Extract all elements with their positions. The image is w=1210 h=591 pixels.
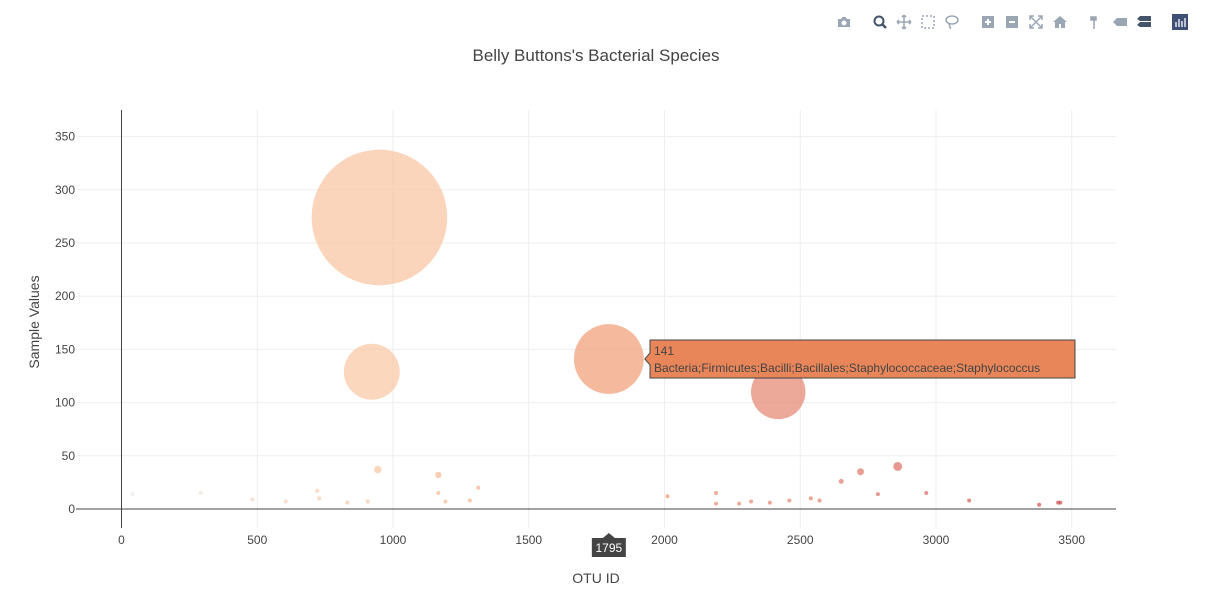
bubble-point[interactable]	[924, 491, 929, 496]
x-tick-label: 2000	[651, 533, 678, 547]
lasso-select-button[interactable]	[942, 12, 962, 32]
bubble-point[interactable]	[817, 498, 822, 503]
hover-box	[644, 339, 1076, 379]
tick-labels: 0 500 1000 1500 2000 2500 3000 3500 0 50 100 150 200…	[55, 130, 1085, 547]
zero-lines	[76, 110, 1116, 528]
bubble-point[interactable]	[1058, 500, 1063, 505]
x-tick-label: 0	[118, 533, 125, 547]
bubble-point[interactable]	[737, 501, 742, 506]
bubble-point[interactable]	[767, 500, 772, 505]
x-tick-label: 3000	[923, 533, 950, 547]
x-hover-value: 1795	[595, 541, 622, 555]
hover-tooltip: 141 Bacteria;Firmicutes;Bacilli;Bacillale…	[644, 339, 1076, 379]
y-tick-label: 0	[68, 502, 75, 516]
y-tick-label: 200	[55, 289, 75, 303]
download-plot-button[interactable]	[834, 12, 854, 32]
bubble-point[interactable]	[436, 491, 441, 496]
bubble-point[interactable]	[365, 499, 370, 504]
reset-axes-button[interactable]	[1050, 12, 1070, 32]
bubble-point[interactable]	[467, 498, 472, 503]
bubble-point[interactable]	[838, 478, 844, 484]
grid	[76, 110, 1116, 528]
x-tick-label: 1500	[515, 533, 542, 547]
bubble-point[interactable]	[714, 501, 719, 506]
y-tick-label: 150	[55, 342, 75, 356]
zoom-button[interactable]	[870, 12, 890, 32]
y-tick-label: 50	[62, 449, 76, 463]
hover-closest-button[interactable]	[1110, 12, 1130, 32]
bubble-point[interactable]	[476, 485, 481, 490]
autoscale-icon	[1029, 15, 1043, 29]
x-hover-box	[591, 533, 626, 557]
bubble-point[interactable]	[893, 461, 903, 471]
x-tick-label: 1000	[380, 533, 407, 547]
autoscale-button[interactable]	[1026, 12, 1046, 32]
bubble-point[interactable]	[198, 491, 203, 496]
camera-icon	[838, 17, 850, 27]
y-tick-label: 300	[55, 183, 75, 197]
bubble-point[interactable]	[787, 498, 792, 503]
y-tick-label: 100	[55, 396, 75, 410]
pan-icon	[896, 14, 912, 30]
bubble-point[interactable]	[315, 488, 320, 493]
modebar	[834, 12, 1190, 32]
hover-compare-icon	[1137, 16, 1151, 27]
hover-value: 141	[654, 344, 674, 358]
hover-label: Bacteria;Firmicutes;Bacilli;Bacillales;S…	[654, 361, 1040, 375]
plotly-logo-button[interactable]	[1170, 12, 1190, 32]
x-tick-label: 2500	[787, 533, 814, 547]
bubble-point[interactable]	[1037, 502, 1042, 507]
hover-closest-icon	[1113, 18, 1127, 26]
bubble-point[interactable]	[343, 343, 400, 400]
bubble-point[interactable]	[283, 499, 288, 504]
plotly-logo-icon	[1172, 14, 1188, 30]
bubble-point[interactable]	[443, 499, 448, 504]
spike-lines-icon	[1090, 16, 1097, 29]
bubble-point[interactable]	[665, 494, 670, 499]
y-axis-title: Sample Values	[26, 275, 42, 368]
box-select-button[interactable]	[918, 12, 938, 32]
lasso-icon	[945, 15, 959, 30]
hover-layer: 141 Bacteria;Firmicutes;Bacilli;Bacillale…	[591, 339, 1076, 557]
home-icon	[1053, 16, 1067, 28]
box-select-icon	[921, 15, 935, 29]
chart-title: Belly Buttons's Bacterial Species	[472, 46, 719, 65]
zoom-in-button[interactable]	[978, 12, 998, 32]
zoom-out-icon	[1006, 16, 1018, 28]
x-tick-label: 3500	[1058, 533, 1085, 547]
x-hover-label: 1795	[591, 533, 626, 557]
bubble-point[interactable]	[317, 496, 322, 501]
bubble-point[interactable]	[573, 324, 644, 394]
x-axis-title: OTU ID	[572, 570, 619, 586]
bubble-point[interactable]	[345, 500, 350, 505]
bubble-point[interactable]	[749, 499, 754, 504]
bubble-point[interactable]	[374, 465, 382, 474]
bubble-point[interactable]	[857, 468, 864, 476]
hover-compare-button[interactable]	[1134, 12, 1154, 32]
y-tick-label: 250	[55, 236, 75, 250]
zoom-icon	[873, 15, 887, 29]
bubble-point[interactable]	[714, 491, 719, 496]
y-tick-label: 350	[55, 130, 75, 144]
bubble-point[interactable]	[250, 497, 255, 502]
bubble-point[interactable]	[311, 149, 448, 286]
pan-button[interactable]	[894, 12, 914, 32]
zoom-out-button[interactable]	[1002, 12, 1022, 32]
bubble-layer	[130, 149, 1063, 507]
bubble-point[interactable]	[967, 498, 972, 503]
zoom-in-icon	[982, 16, 994, 28]
bubble-point[interactable]	[130, 492, 135, 497]
bubble-point[interactable]	[875, 492, 880, 497]
x-tick-label: 500	[247, 533, 267, 547]
bubble-point[interactable]	[435, 471, 442, 479]
bubble-point[interactable]	[808, 496, 813, 501]
spike-lines-button[interactable]	[1086, 12, 1106, 32]
